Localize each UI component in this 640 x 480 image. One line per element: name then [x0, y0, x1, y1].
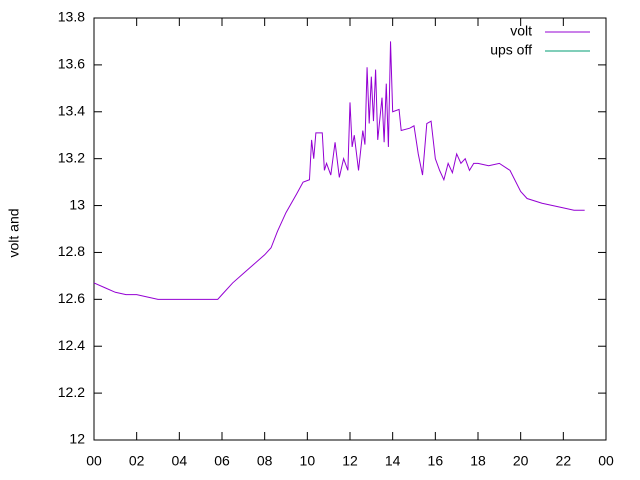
x-tick-label: 16 [428, 453, 444, 469]
x-tick-label: 22 [556, 453, 572, 469]
x-tick-label: 18 [470, 453, 486, 469]
y-tick-label: 12.4 [58, 337, 85, 353]
x-tick-label: 14 [385, 453, 401, 469]
y-tick-label: 13.8 [58, 9, 85, 25]
x-tick-label: 00 [598, 453, 614, 469]
y-axis-label: volt and [6, 208, 22, 257]
legend-label: volt [510, 23, 532, 39]
x-tick-label: 02 [129, 453, 145, 469]
x-tick-label: 00 [86, 453, 102, 469]
y-tick-label: 13 [69, 196, 85, 212]
plot-border [93, 17, 607, 441]
x-tick-label: 08 [257, 453, 273, 469]
y-tick-label: 12.8 [58, 243, 85, 259]
y-tick-label: 12.6 [58, 290, 85, 306]
x-tick-label: 20 [513, 453, 529, 469]
y-tick-label: 13.2 [58, 149, 85, 165]
data-line [93, 41, 585, 300]
y-tick-label: 12 [69, 431, 85, 447]
x-tick-label: 06 [214, 453, 230, 469]
y-tick-label: 13.6 [58, 56, 85, 72]
y-tick-label: 13.4 [58, 102, 85, 118]
legend-label: ups off [490, 42, 532, 58]
x-tick-label: 10 [300, 453, 316, 469]
x-tick-label: 04 [172, 453, 188, 469]
y-tick-label: 12.2 [58, 384, 85, 400]
x-tick-label: 12 [342, 453, 358, 469]
